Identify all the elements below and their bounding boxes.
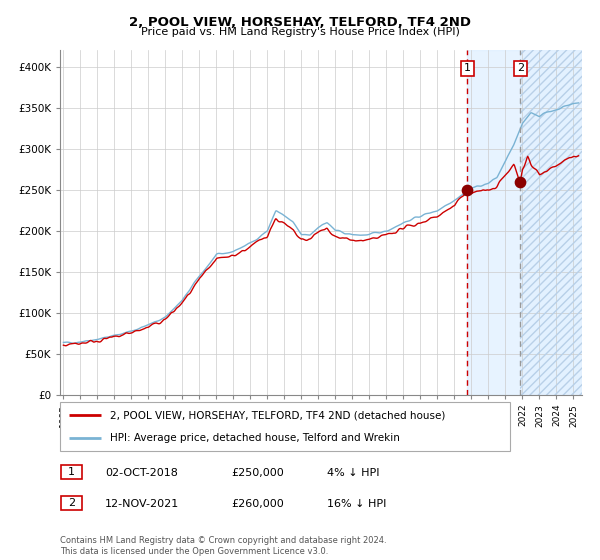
Point [515, 177, 525, 186]
Text: £250,000: £250,000 [231, 468, 284, 478]
Text: Contains HM Land Registry data © Crown copyright and database right 2024.
This d: Contains HM Land Registry data © Crown c… [60, 536, 386, 556]
Text: 2: 2 [68, 498, 75, 508]
Text: 4% ↓ HPI: 4% ↓ HPI [327, 468, 380, 478]
Text: Price paid vs. HM Land Registry's House Price Index (HPI): Price paid vs. HM Land Registry's House … [140, 27, 460, 37]
Bar [520, 50, 582, 395]
Text: 2, POOL VIEW, HORSEHAY, TELFORD, TF4 2ND (detached house): 2, POOL VIEW, HORSEHAY, TELFORD, TF4 2ND… [110, 410, 445, 421]
Bar [520, 50, 582, 395]
Text: 2: 2 [517, 63, 524, 73]
Bar [520, 50, 582, 395]
Text: 1: 1 [464, 63, 471, 73]
Text: 12-NOV-2021: 12-NOV-2021 [105, 499, 179, 509]
Text: HPI: Average price, detached house, Telford and Wrekin: HPI: Average price, detached house, Telf… [110, 433, 400, 444]
Text: 2, POOL VIEW, HORSEHAY, TELFORD, TF4 2ND: 2, POOL VIEW, HORSEHAY, TELFORD, TF4 2ND [129, 16, 471, 29]
Text: 02-OCT-2018: 02-OCT-2018 [105, 468, 178, 478]
Text: £260,000: £260,000 [231, 499, 284, 509]
Bar [467, 50, 582, 395]
Text: 16% ↓ HPI: 16% ↓ HPI [327, 499, 386, 509]
Text: 1: 1 [68, 467, 75, 477]
Point [463, 185, 472, 194]
